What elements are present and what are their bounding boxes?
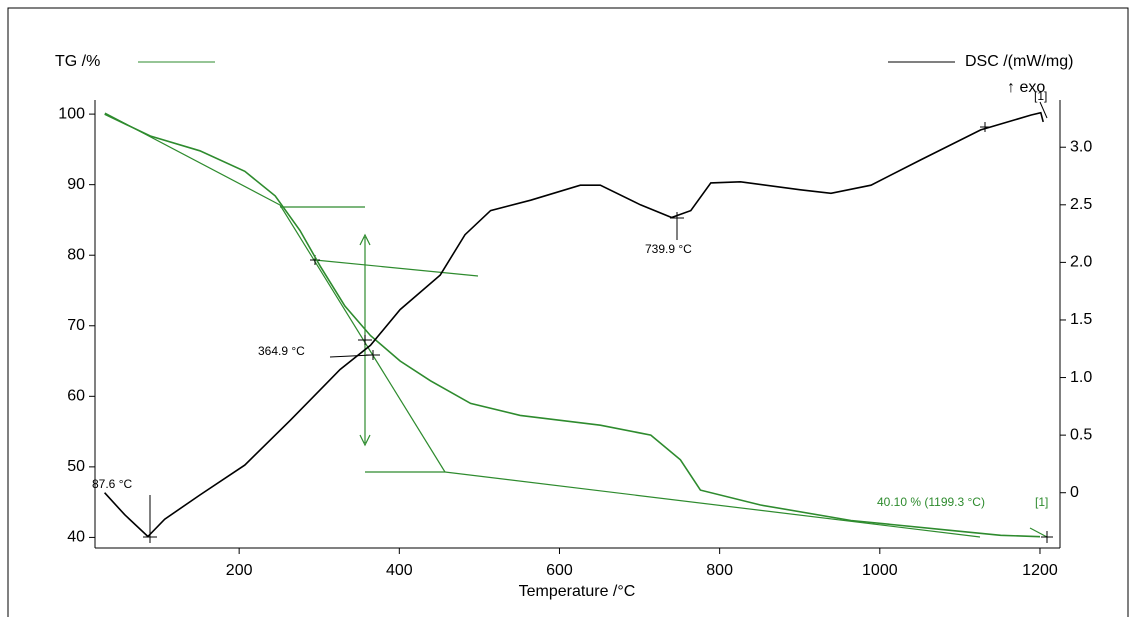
x-tick-label: 400 [386,562,413,579]
annotation: ↑ exo [1007,79,1045,96]
construction-lines [104,101,1053,543]
annotation: 739.9 °C [645,242,692,256]
y2-tick-label: 1.5 [1070,311,1092,328]
legend-label: TG /% [55,53,100,70]
annotation: [1] [1034,89,1047,103]
tangent [279,204,446,473]
y2-tick-label: 1.0 [1070,369,1092,386]
annotation: [1] [1035,495,1048,509]
x-tick-label: 200 [226,562,253,579]
arrow-head [359,434,371,447]
series-line [104,111,1044,538]
y2-tick-label: 0.5 [1070,426,1092,443]
y-tick-label: 70 [67,317,85,334]
x-axis-label: Temperature /°C [519,583,636,600]
leader [1039,101,1048,119]
frame [7,7,1129,622]
x-tick-label: 1000 [862,562,898,579]
arrow-head [359,233,371,246]
series-line [104,113,1041,538]
leader [1029,527,1048,538]
y2-tick-label: 0 [1070,484,1079,501]
y-tick-label: 40 [67,529,85,546]
plot-frame [94,100,1061,549]
legend-label: DSC /(mW/mg) [965,53,1073,70]
x-tick-label: 1200 [1022,562,1058,579]
x-tick-label: 800 [706,562,733,579]
annotation: 364.9 °C [258,344,305,358]
y-tick-label: 50 [67,458,85,475]
y2-tick-label: 3.0 [1070,138,1092,155]
legend: TG /% DSC /(mW/mg) [55,53,1073,70]
x-tick-label: 600 [546,562,573,579]
y-tick-label: 60 [67,388,85,405]
y2-tick-label: 2.0 [1070,254,1092,271]
y-tick-label: 100 [58,105,85,122]
annotation: 87.6 °C [92,477,132,491]
annotation: 40.10 % (1199.3 °C) [877,495,985,509]
leader [329,354,373,358]
y-tick-label: 80 [67,246,85,263]
tangent [444,471,981,538]
markers [143,122,1053,543]
y-tick-label: 90 [67,176,85,193]
tangent [314,259,479,277]
y2-tick-label: 2.5 [1070,196,1092,213]
